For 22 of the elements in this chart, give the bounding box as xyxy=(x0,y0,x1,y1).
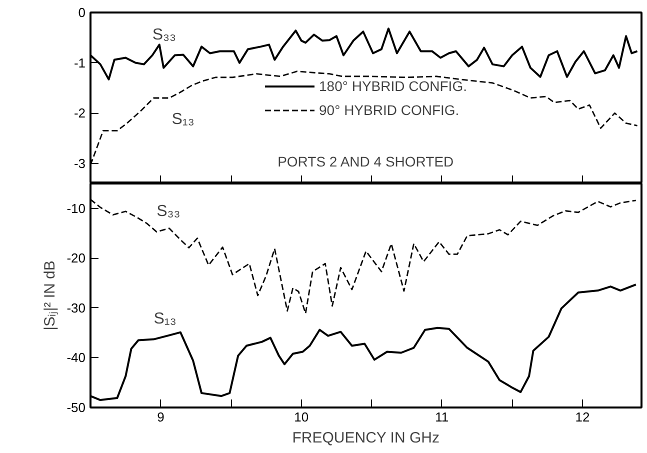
y-tick-label: -50 xyxy=(66,400,86,415)
x-axis-title: FREQUENCY IN GHz xyxy=(292,430,440,446)
y-tick-label: 0 xyxy=(78,5,86,20)
y-tick-label: -2 xyxy=(74,106,86,121)
annotation: S₁₃ xyxy=(172,111,194,128)
y-tick-label: -1 xyxy=(74,55,86,70)
y-tick-label: -20 xyxy=(66,250,86,266)
y-axis-title: |Sᵢⱼ|² IN dB xyxy=(42,260,59,330)
x-tick-label: 11 xyxy=(435,410,449,424)
x-tick-label: 10 xyxy=(294,410,309,424)
legend-label: 90° HYBRID CONFIG. xyxy=(319,102,460,118)
y-tick-label: -10 xyxy=(66,200,86,216)
x-tick-label: 9 xyxy=(157,410,164,424)
y-tick-label: -30 xyxy=(66,300,86,316)
legend-label: 180° HYBRID CONFIG. xyxy=(319,78,467,94)
annotation: S₃₃ xyxy=(152,26,176,44)
annotation: PORTS 2 AND 4 SHORTED xyxy=(278,154,454,170)
annotation: S₁₃ xyxy=(154,310,176,328)
x-tick-label: 12 xyxy=(575,410,590,424)
y-tick-label: -3 xyxy=(74,156,86,171)
y-tick-label: -40 xyxy=(66,350,86,366)
annotation: S₃₃ xyxy=(156,202,180,220)
